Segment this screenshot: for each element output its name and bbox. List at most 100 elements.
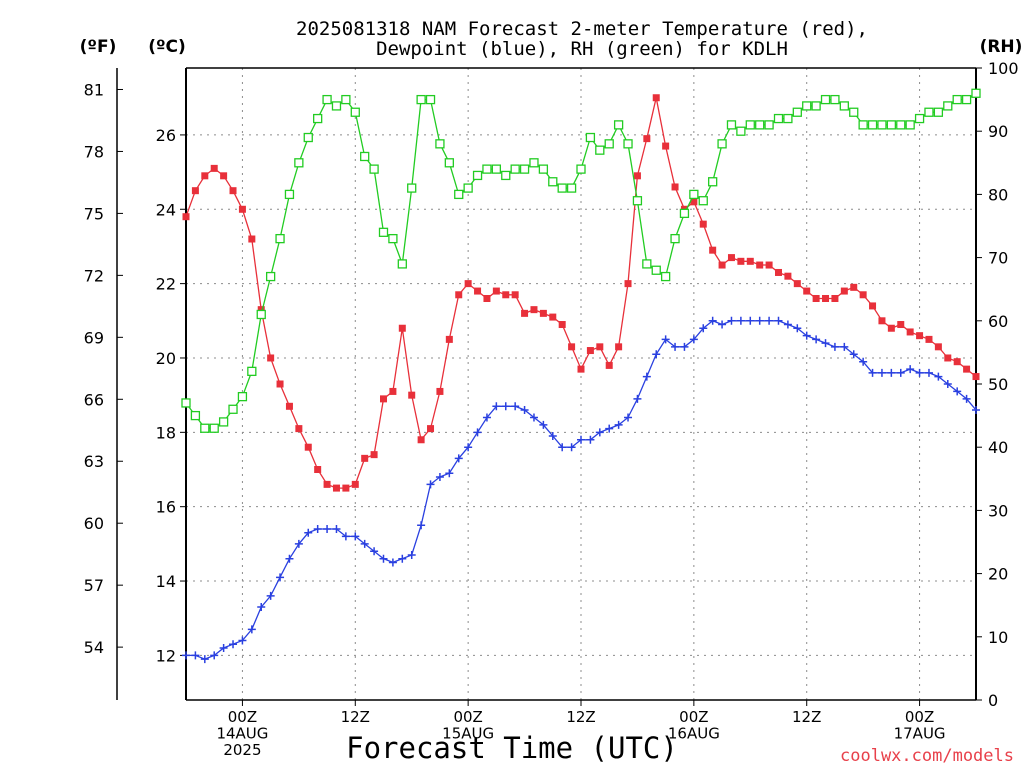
temperature-point — [380, 395, 387, 403]
celsius-tick-label: 14 — [156, 572, 176, 591]
dewpoint-point — [586, 435, 595, 444]
temperature-point — [727, 254, 735, 262]
dewpoint-point — [229, 640, 238, 649]
rh-point — [802, 101, 812, 111]
rh-point — [689, 189, 699, 200]
rh-point — [924, 107, 934, 117]
rh-point — [830, 94, 840, 105]
rh-point — [623, 139, 633, 149]
rh-tick-label: 70 — [988, 249, 1008, 268]
rh-point — [237, 391, 248, 402]
temperature-point — [831, 294, 839, 302]
rh-point — [566, 183, 577, 193]
dewpoint-point — [567, 443, 576, 452]
x-tick-label: 14AUG — [216, 725, 268, 743]
dewpoint-point — [501, 402, 510, 411]
temperature-point — [398, 324, 406, 332]
rh-point — [416, 94, 426, 105]
rh-point — [294, 158, 304, 168]
dewpoint-point — [370, 547, 379, 556]
temperature-point — [652, 94, 660, 102]
temperature-point — [822, 294, 830, 302]
x-tick-label: 2025 — [223, 741, 261, 759]
dewpoint-point — [680, 342, 689, 351]
temperature-point — [182, 213, 190, 221]
temperature-point — [869, 302, 877, 310]
dewpoint-point — [304, 528, 313, 537]
rh-point — [726, 120, 737, 130]
rh-point — [275, 233, 285, 244]
temperature-point — [285, 402, 293, 410]
dewpoint-point — [671, 342, 680, 351]
temperature-point — [521, 309, 529, 317]
celsius-tick-label: 20 — [156, 349, 176, 368]
dewpoint-point — [868, 368, 877, 377]
rh-point — [407, 183, 417, 193]
temperature-point — [963, 365, 971, 373]
temperature-point — [257, 306, 265, 314]
rh-point — [519, 164, 530, 174]
rh-point — [284, 189, 295, 200]
temperature-point — [558, 321, 566, 329]
temperature-point — [934, 343, 942, 351]
dewpoint-point — [708, 316, 717, 325]
dewpoint-point — [210, 651, 219, 660]
dewpoint-point — [454, 454, 463, 463]
dewpoint-point — [736, 316, 745, 325]
dewpoint-point — [313, 524, 322, 533]
dewpoint-point — [285, 554, 294, 563]
dewpoint-point — [689, 335, 698, 344]
rh-point — [632, 196, 643, 206]
rh-tick-label: 30 — [988, 501, 1008, 520]
dewpoint-point — [219, 643, 228, 652]
temperature-point — [577, 365, 585, 373]
temperature-point — [276, 380, 284, 388]
x-axis-label: Forecast Time (UTC) — [346, 731, 678, 765]
dewpoint-point — [473, 428, 482, 437]
rh-point — [350, 107, 360, 117]
rh-point — [839, 101, 849, 111]
temperature-point — [737, 257, 745, 265]
dewpoint-point — [830, 342, 839, 351]
dewpoint-point — [360, 539, 369, 548]
rh-tick-label: 100 — [988, 59, 1019, 78]
temperature-point — [850, 283, 858, 291]
dewpoint-point — [746, 316, 755, 325]
rh-point — [491, 164, 502, 174]
temperature-point — [643, 135, 651, 143]
temperature-point — [859, 291, 867, 299]
fahrenheit-unit-label: (ºF) — [80, 37, 117, 57]
fahrenheit-tick-label: 60 — [84, 514, 104, 533]
rh-tick-label: 90 — [988, 122, 1008, 141]
rh-point — [331, 101, 342, 111]
dewpoint-point — [407, 551, 416, 560]
dewpoint-point — [624, 413, 633, 422]
fahrenheit-tick-label: 66 — [84, 390, 104, 409]
rh-point — [303, 132, 313, 143]
dewpoint-point — [605, 424, 614, 433]
temperature-point — [916, 332, 924, 340]
rh-point — [463, 183, 473, 193]
x-tick-label: 00Z — [453, 708, 482, 726]
dewpoint-point — [388, 558, 397, 567]
dewpoint-point — [200, 655, 209, 664]
dewpoint-point — [774, 316, 783, 325]
temperature-point — [765, 261, 773, 269]
rh-tick-label: 20 — [988, 565, 1008, 584]
dewpoint-point — [962, 394, 971, 403]
x-tick-label: 12Z — [566, 708, 595, 726]
series-layer — [181, 88, 981, 664]
x-tick-label: 00Z — [228, 708, 257, 726]
temperature-point — [596, 343, 604, 351]
temperature-point — [445, 335, 453, 343]
rh-tick-label: 10 — [988, 628, 1008, 647]
rh-point — [529, 158, 539, 168]
temperature-point — [389, 387, 397, 395]
dewpoint-point — [247, 625, 256, 634]
temperature-point — [699, 220, 707, 228]
dewpoint-point — [633, 394, 642, 403]
rh-point — [247, 366, 257, 377]
fahrenheit-tick-label: 75 — [84, 204, 104, 223]
credit-text: coolwx.com/models — [840, 746, 1014, 766]
temperature-point — [756, 261, 764, 269]
